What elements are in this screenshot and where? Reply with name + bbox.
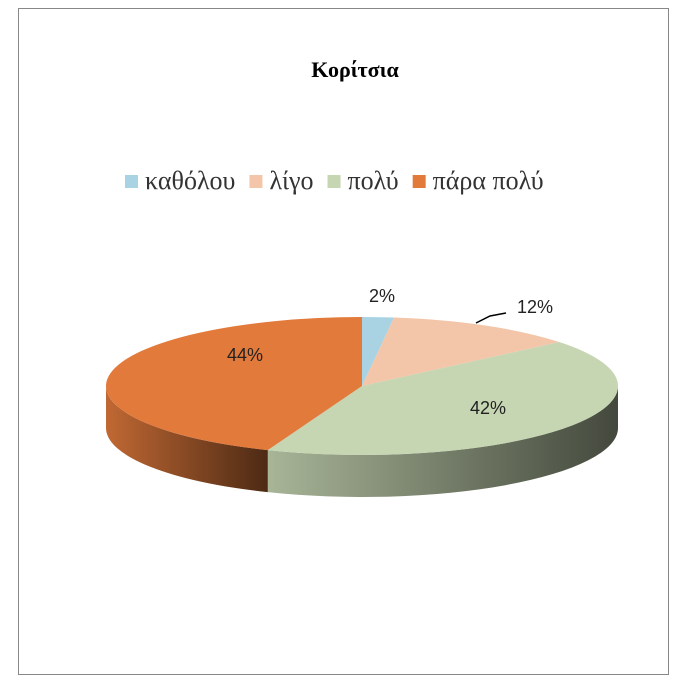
slice (362, 317, 560, 386)
legend-label: πολύ (348, 166, 399, 195)
legend-label: λίγο (269, 166, 313, 195)
data-label: 44% (227, 345, 263, 365)
legend-swatch (412, 175, 426, 188)
legend: καθόλου λίγο πολύ πάρα πολύ (125, 166, 544, 195)
legend-swatch (249, 175, 263, 188)
data-label: 2% (369, 286, 395, 306)
chart-title: Κορίτσια (311, 57, 399, 82)
slice (267, 342, 618, 455)
data-label: 12% (517, 297, 553, 317)
legend-swatch (125, 175, 138, 188)
leader-line (475, 312, 507, 324)
legend-swatch (327, 175, 341, 188)
data-label: 42% (470, 398, 506, 418)
legend-label: καθόλου (145, 166, 235, 195)
legend-label: πάρα πολύ (433, 166, 544, 195)
slice (106, 317, 362, 451)
slice (362, 317, 395, 386)
